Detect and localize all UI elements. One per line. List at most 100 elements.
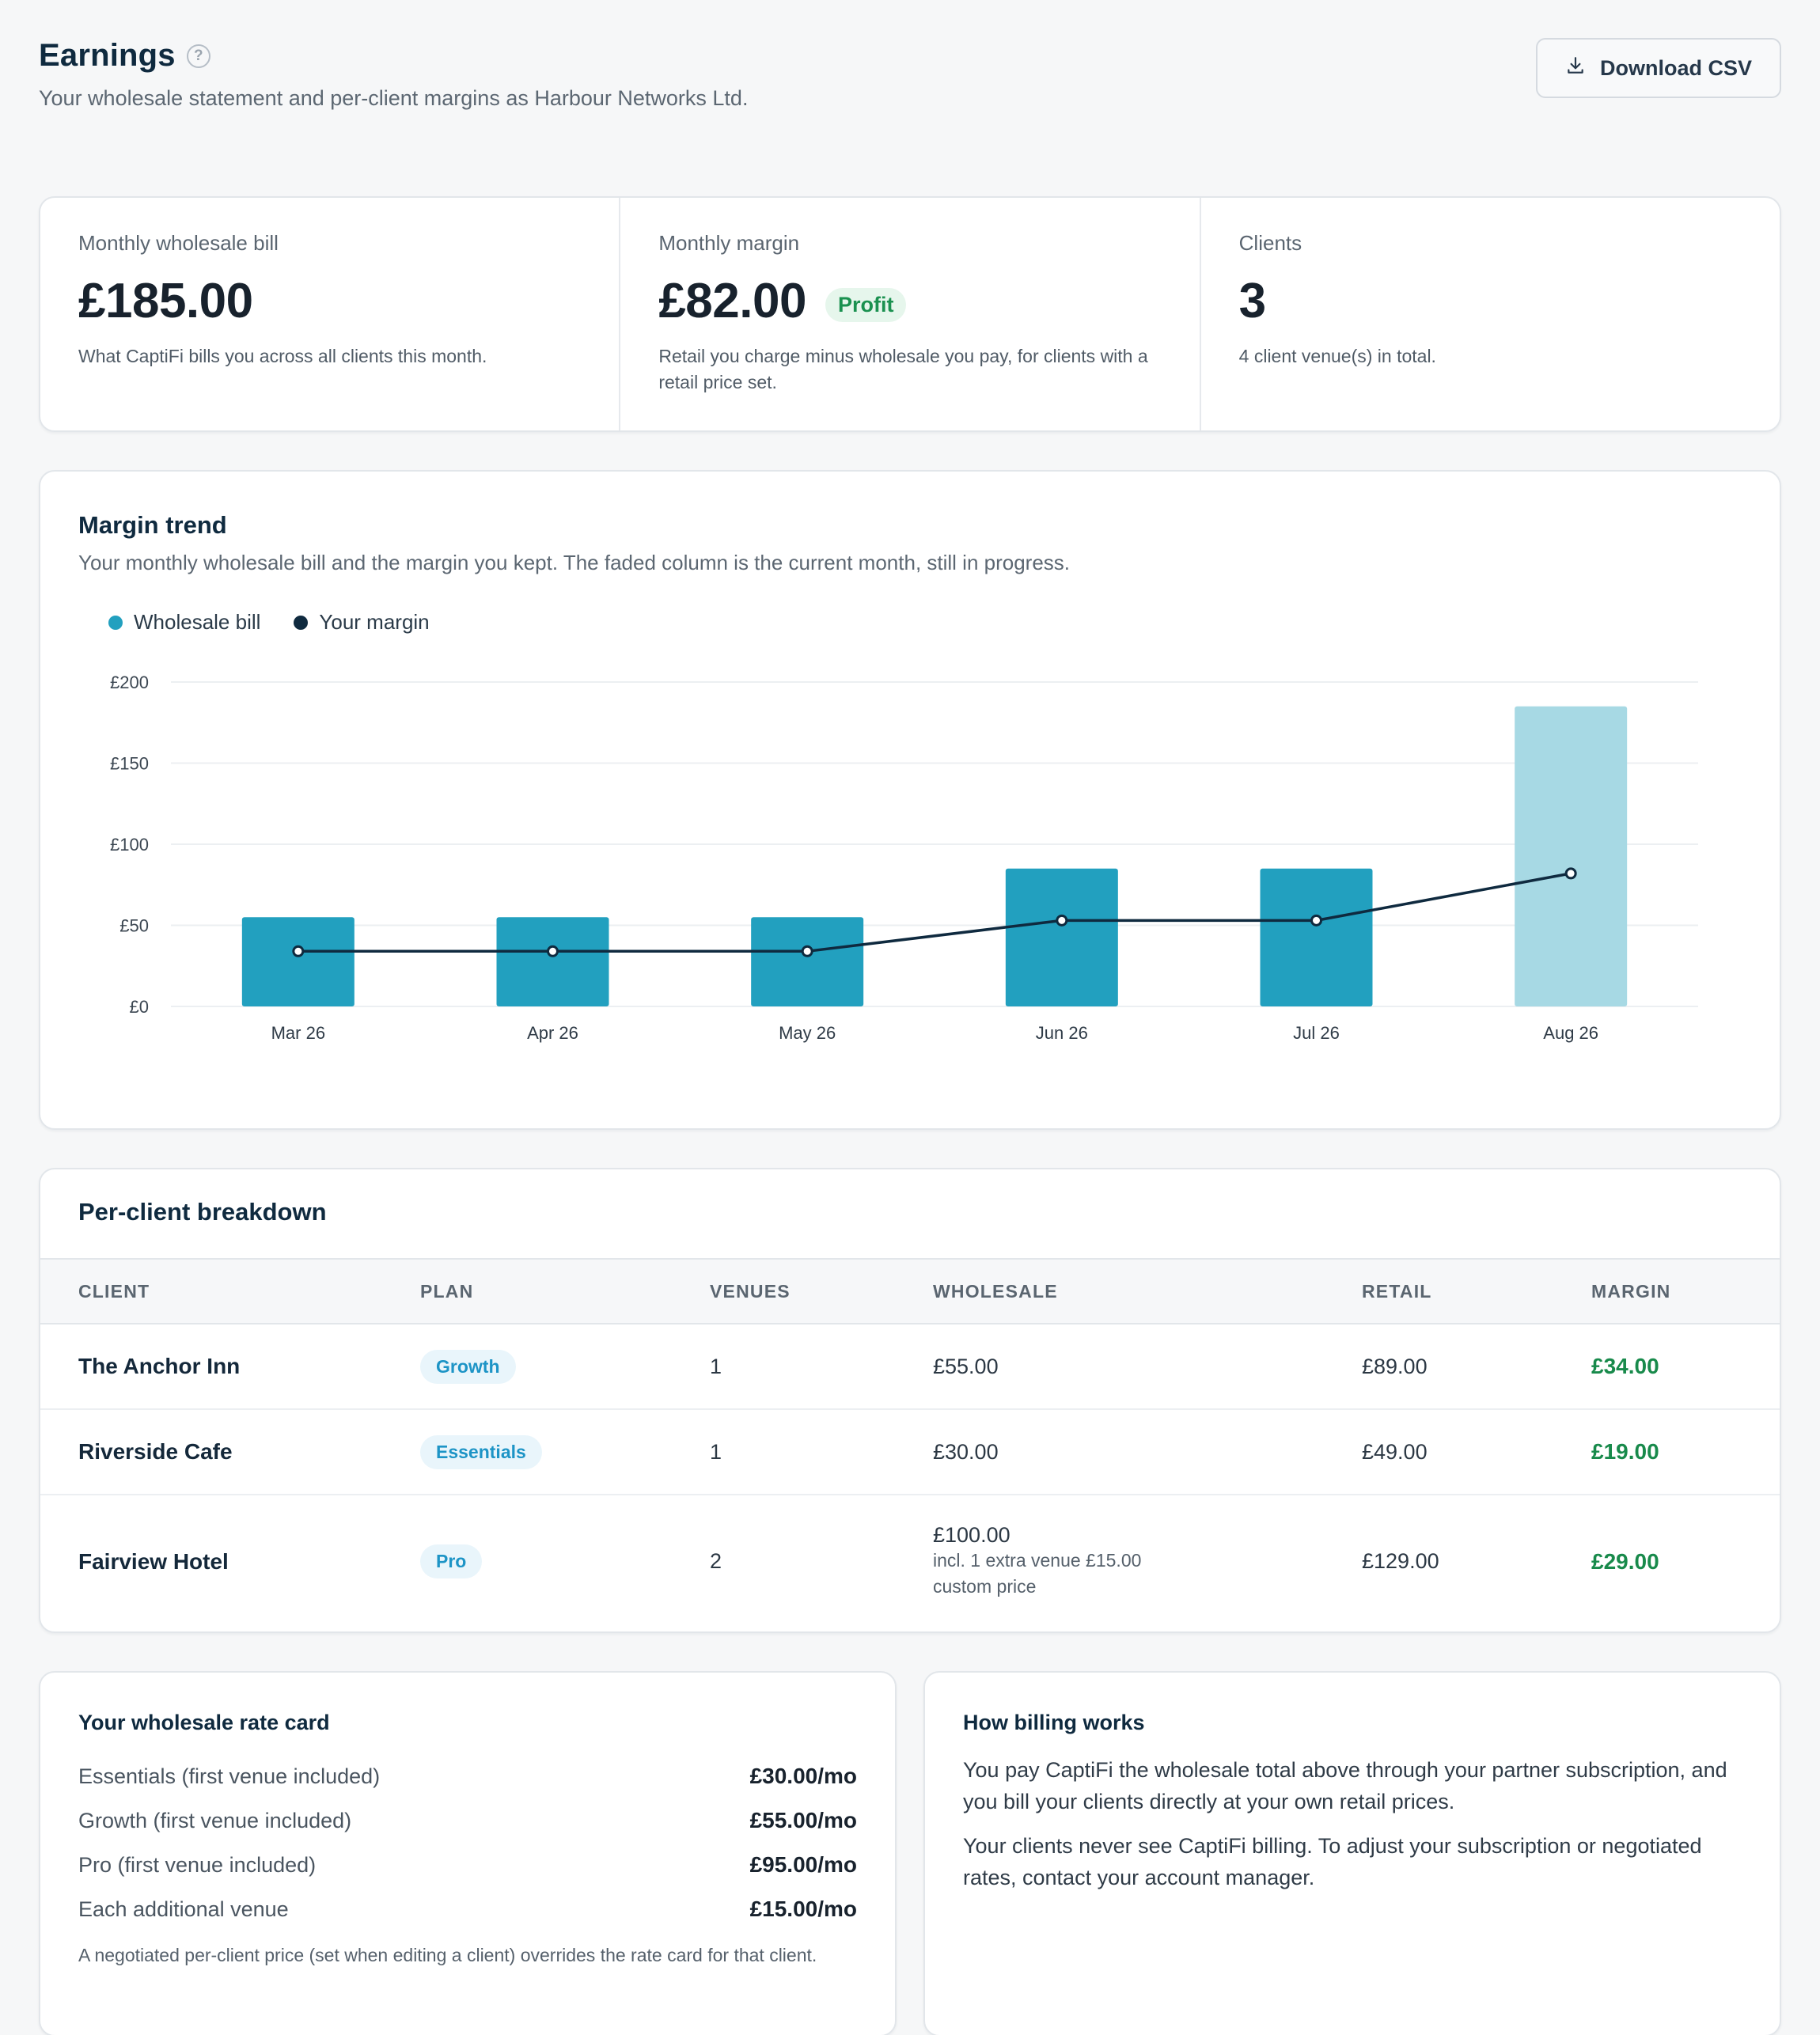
retail-cell: £89.00	[1362, 1354, 1428, 1378]
per-client-breakdown: Per-client breakdown Client Plan Venues …	[39, 1168, 1781, 1633]
retail-cell: £49.00	[1362, 1439, 1428, 1464]
legend-dot-margin	[294, 615, 309, 630]
plan-badge: Pro	[420, 1544, 483, 1578]
download-csv-label: Download CSV	[1599, 55, 1752, 80]
bottom-cards: Your wholesale rate card Essentials (fir…	[39, 1671, 1781, 2035]
wholesale-value: £30.00	[933, 1439, 999, 1464]
column-header-venues[interactable]: Venues	[710, 1280, 791, 1302]
column-header-retail[interactable]: Retail	[1362, 1280, 1432, 1302]
retail-cell: £129.00	[1362, 1549, 1439, 1573]
stat-value: 3	[1238, 274, 1266, 328]
x-tick-label: Jul 26	[1293, 1023, 1340, 1043]
bar-wholesale-bill	[1005, 868, 1118, 1006]
bar-wholesale-bill	[241, 917, 355, 1006]
x-tick-label: Aug 26	[1543, 1023, 1598, 1043]
legend-dot-wholesale	[108, 615, 123, 630]
x-tick-label: Jun 26	[1036, 1023, 1088, 1043]
page-subtitle: Your wholesale statement and per-client …	[39, 86, 749, 110]
chart-subtitle: Your monthly wholesale bill and the marg…	[78, 551, 1071, 574]
rate-row: Growth (first venue included) £55.00/mo	[78, 1798, 857, 1843]
venues-cell: 1	[710, 1354, 722, 1378]
y-tick-label: £150	[110, 754, 149, 774]
column-header-plan[interactable]: Plan	[420, 1280, 474, 1302]
venues-cell: 2	[710, 1549, 722, 1573]
stat-description: Retail you charge minus wholesale you pa…	[658, 346, 1148, 392]
stat-clients: Clients 3 4 client venue(s) in total.	[1201, 198, 1780, 430]
page-title: Earnings	[39, 38, 176, 73]
billing-title: How billing works	[963, 1711, 1145, 1734]
margin-value: £29.00	[1591, 1548, 1659, 1574]
table-row[interactable]: The Anchor Inn Growth 1 £55.00 £89.00 £3…	[40, 1324, 1780, 1409]
wholesale-cell: £100.00 incl. 1 extra venue £15.00 custo…	[933, 1495, 1362, 1628]
stat-value: £185.00	[78, 274, 253, 328]
y-tick-label: £50	[119, 916, 149, 936]
x-tick-label: Apr 26	[527, 1023, 578, 1043]
plan-badge: Growth	[420, 1349, 516, 1384]
client-name[interactable]: Fairview Hotel	[78, 1548, 229, 1574]
chart-title: Margin trend	[78, 511, 227, 539]
download-icon	[1565, 55, 1586, 81]
rate-label: Essentials (first venue included)	[78, 1764, 381, 1788]
legend-item-wholesale: Wholesale bill	[108, 610, 260, 635]
wholesale-extra-venue-note: incl. 1 extra venue £15.00	[933, 1550, 1142, 1571]
line-your-margin	[298, 872, 1572, 953]
stat-description: What CaptiFi bills you across all client…	[78, 346, 487, 366]
stat-value-row: 3	[1239, 273, 1742, 329]
rate-value: £15.00/mo	[749, 1897, 857, 1921]
table-title: Per-client breakdown	[78, 1198, 327, 1226]
title-row: Earnings ?	[39, 38, 1781, 74]
point-your-margin	[801, 945, 813, 957]
client-name[interactable]: The Anchor Inn	[78, 1354, 241, 1378]
rate-card-note: A negotiated per-client price (set when …	[78, 1945, 817, 1965]
y-tick-label: £200	[110, 673, 149, 692]
x-tick-label: May 26	[779, 1023, 836, 1043]
stat-value-row: £82.00 Profit	[658, 273, 1161, 329]
client-table: Client Plan Venues Wholesale Retail Marg…	[40, 1258, 1780, 1628]
margin-value: £19.00	[1591, 1439, 1659, 1464]
legend-item-margin: Your margin	[294, 610, 430, 635]
table-row[interactable]: Riverside Cafe Essentials 1 £30.00 £49.0…	[40, 1409, 1780, 1495]
rate-row: Each additional venue £15.00/mo	[78, 1887, 857, 1931]
bar-wholesale-bill	[496, 917, 609, 1006]
rate-label: Each additional venue	[78, 1897, 289, 1921]
stat-value: £82.00	[658, 274, 806, 328]
point-your-margin	[1564, 867, 1577, 880]
rate-value: £55.00/mo	[749, 1808, 857, 1832]
rate-value: £30.00/mo	[749, 1764, 857, 1788]
rate-label: Pro (first venue included)	[78, 1852, 317, 1877]
table-row[interactable]: Fairview Hotel Pro 2 £100.00 incl. 1 ext…	[40, 1495, 1780, 1628]
stat-value-row: £185.00	[78, 273, 581, 329]
margin-trend-chart: £0 £50 £100 £150 £200 Mar 26 Apr 26 May 26 Jun 2…	[110, 673, 1698, 1043]
stat-wholesale-bill: Monthly wholesale bill £185.00 What Capt…	[40, 198, 621, 430]
column-header-client[interactable]: Client	[78, 1280, 150, 1302]
client-name[interactable]: Riverside Cafe	[78, 1439, 233, 1464]
stat-monthly-margin: Monthly margin £82.00 Profit Retail you …	[620, 198, 1201, 430]
stat-label: Clients	[1238, 231, 1302, 255]
y-tick-label: £0	[130, 997, 149, 1017]
column-header-margin[interactable]: Margin	[1591, 1280, 1671, 1302]
bar-wholesale-bill	[1260, 868, 1373, 1006]
download-csv-button[interactable]: Download CSV	[1536, 38, 1781, 98]
column-header-wholesale[interactable]: Wholesale	[933, 1280, 1058, 1302]
rate-label: Growth (first venue included)	[78, 1808, 352, 1832]
wholesale-value: £55.00	[933, 1354, 999, 1378]
rate-card: Your wholesale rate card Essentials (fir…	[39, 1671, 897, 2035]
y-tick-label: £100	[110, 835, 149, 855]
summary-stats: Monthly wholesale bill £185.00 What Capt…	[39, 196, 1781, 432]
help-icon[interactable]: ?	[186, 44, 210, 68]
rate-value: £95.00/mo	[749, 1852, 857, 1877]
billing-info-card: How billing works You pay CaptiFi the wh…	[923, 1671, 1781, 2035]
bar-wholesale-bill	[1515, 706, 1628, 1006]
legend-label-wholesale: Wholesale bill	[134, 610, 261, 634]
rate-row: Essentials (first venue included) £30.00…	[78, 1754, 857, 1798]
point-your-margin	[547, 945, 559, 957]
billing-paragraph: You pay CaptiFi the wholesale total abov…	[963, 1758, 1727, 1813]
wholesale-custom-price-note: custom price	[933, 1576, 1037, 1597]
bar-wholesale-bill	[751, 917, 864, 1006]
table-title-wrap: Per-client breakdown	[40, 1169, 1780, 1258]
point-your-margin	[292, 945, 305, 957]
margin-value: £34.00	[1591, 1354, 1659, 1378]
profit-badge: Profit	[825, 288, 907, 322]
x-tick-label: Mar 26	[271, 1023, 325, 1043]
